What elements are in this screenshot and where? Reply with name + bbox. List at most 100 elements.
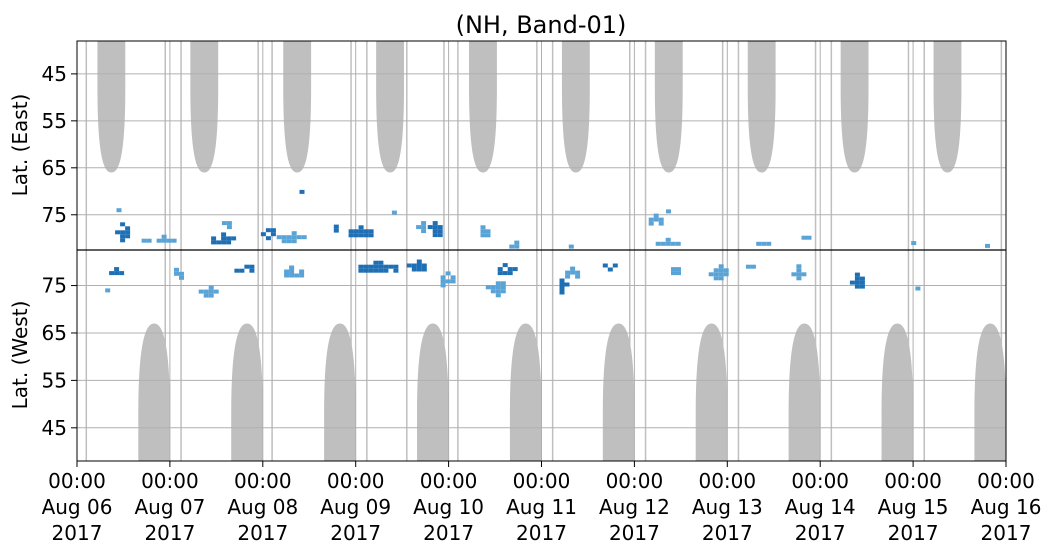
no-data-region [654, 41, 683, 173]
x-tick-label: 00:00 [48, 469, 106, 493]
echo-cell [509, 244, 515, 249]
x-tick-label: Aug 10 [413, 495, 484, 519]
no-data-region [190, 41, 219, 173]
echo-cell [221, 232, 227, 237]
echo-cell [766, 241, 772, 246]
echo-cell [432, 229, 438, 234]
echo-cell [373, 268, 379, 273]
echo-cell [602, 263, 608, 268]
echo-cell [156, 238, 162, 243]
echo-cell [114, 271, 120, 276]
echo-cell [393, 268, 399, 273]
x-tick-label: 00:00 [234, 469, 292, 493]
echo-cell [676, 267, 681, 272]
chart-title: (NH, Band-01) [456, 11, 627, 39]
echo-cell [416, 267, 422, 272]
echo-cell [421, 263, 427, 268]
no-data-region [417, 323, 449, 461]
x-tick-label: 00:00 [513, 469, 571, 493]
echo-cell [445, 279, 451, 284]
echo-cell [265, 236, 271, 241]
echo-cell [406, 263, 412, 268]
echo-cell [378, 268, 384, 273]
echo-cell [284, 273, 290, 278]
echo-cell [437, 229, 443, 234]
echo-cell [801, 235, 807, 240]
echo-cell [708, 272, 714, 277]
echo-cell [559, 282, 565, 287]
x-tick-label: 2017 [702, 521, 753, 545]
echo-cell [239, 268, 245, 273]
echo-cell [565, 270, 571, 275]
echo-cell [120, 230, 126, 235]
no-data-region [138, 323, 170, 461]
no-data-region [324, 323, 356, 461]
echo-cell [859, 280, 865, 285]
echo-cell [416, 259, 422, 264]
echo-cell [653, 217, 659, 222]
echo-cell [221, 240, 227, 245]
echo-cell [226, 236, 232, 241]
x-tick-label: Aug 16 [971, 495, 1042, 519]
no-data-region [602, 323, 635, 461]
echo-cell [114, 267, 120, 272]
x-tick-label: 00:00 [327, 469, 385, 493]
echo-cell [612, 263, 618, 268]
x-tick-label: 00:00 [884, 469, 942, 493]
echo-cell [421, 225, 427, 230]
echo-cell [363, 229, 369, 234]
echo-cell [445, 271, 451, 276]
echo-cell [299, 189, 305, 194]
echo-cell [485, 285, 491, 290]
echo-cell [849, 280, 855, 285]
echo-cell [432, 221, 438, 226]
echo-cell [203, 293, 209, 298]
echo-cell [497, 271, 503, 276]
echo-cell [796, 272, 802, 277]
echo-cell [450, 279, 456, 284]
echo-cell [911, 241, 917, 246]
echo-cell [718, 272, 724, 277]
echo-cell [353, 233, 359, 238]
echo-cell [432, 233, 438, 238]
echo-cell [333, 224, 339, 229]
echo-cell [125, 226, 131, 231]
echo-cell [125, 234, 131, 239]
echo-cell [676, 271, 681, 276]
echo-cell [514, 244, 520, 249]
echo-cell [211, 236, 217, 241]
echo-cell [299, 273, 305, 278]
echo-cell [440, 283, 446, 288]
echo-cell [363, 268, 369, 273]
y-west-tick-label: 75 [42, 274, 67, 298]
echo-cell [502, 263, 508, 268]
echo-cell [559, 278, 565, 283]
echo-cell [116, 208, 122, 213]
echo-cell [358, 268, 364, 273]
echo-cell [745, 264, 751, 269]
echo-cell [276, 235, 282, 240]
echo-cell [265, 228, 271, 233]
x-tick-label: 2017 [423, 521, 474, 545]
echo-cell [358, 225, 364, 230]
echo-cell [497, 267, 503, 272]
x-tick-label: 00:00 [698, 469, 756, 493]
x-tick-label: Aug 06 [42, 495, 113, 519]
no-data-region [933, 41, 962, 173]
echo-cell [806, 235, 812, 240]
echo-cell [368, 264, 374, 269]
echo-cell [427, 225, 433, 230]
echo-cell [854, 272, 860, 277]
echo-cell [198, 289, 204, 294]
y-axis-label-east: Lat. (East) [8, 94, 32, 197]
no-data-region [283, 41, 312, 173]
echo-cell [514, 240, 520, 245]
echo-cell [296, 235, 302, 240]
echo-cell [713, 276, 719, 281]
echo-cell [432, 225, 438, 230]
no-data-region [881, 323, 914, 461]
x-tick-label: Aug 07 [134, 495, 205, 519]
